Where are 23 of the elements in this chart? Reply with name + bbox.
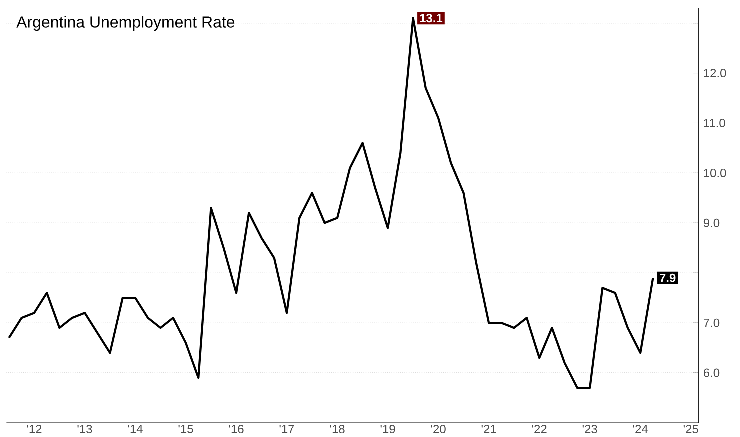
x-tick-label: '14 [128,425,143,434]
x-tick-label: '22 [532,425,547,434]
chart-title: Argentina Unemployment Rate [16,16,235,32]
x-tick-label: '13 [78,425,92,434]
y-tick-label: 7.0 [704,318,720,328]
x-tick-label: '24 [633,425,648,434]
x-tick-label: '16 [229,425,244,434]
x-tick-label: '21 [482,425,496,434]
data-label: 7.9 [660,274,676,282]
x-tick-label: '12 [27,425,42,434]
y-tick-label: 10.0 [704,168,726,178]
x-tick-label: '15 [178,425,194,434]
x-tick-label: '17 [280,425,294,434]
y-tick-label: 11.0 [704,118,726,128]
x-tick-label: '25 [684,425,698,434]
data-label: 13.1 [420,14,443,23]
x-tick-label: '18 [330,425,345,434]
y-tick-label: 12.0 [704,69,726,78]
x-tick-label: '19 [380,425,396,434]
x-tick-label: '23 [582,425,598,434]
y-tick-label: 9.0 [704,218,720,228]
x-tick-label: '20 [431,425,446,434]
y-tick-label: 6.0 [704,368,720,378]
